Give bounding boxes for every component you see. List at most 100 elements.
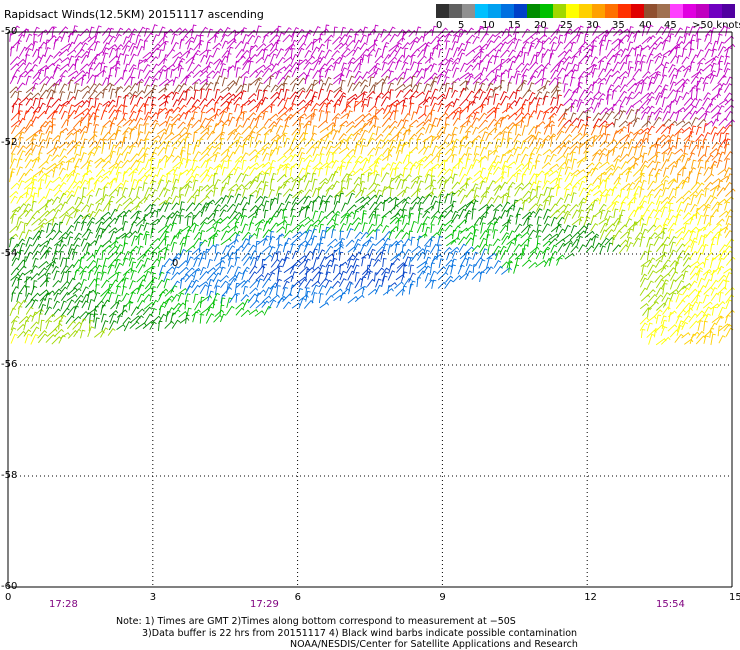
- wind-barb: [346, 41, 355, 49]
- wind-barb: [514, 147, 520, 155]
- wind-barb: [124, 202, 133, 210]
- wind-barb: [670, 112, 677, 119]
- wind-barb: [172, 203, 179, 210]
- wind-barb: [705, 280, 712, 288]
- wind-barb: [221, 239, 231, 245]
- wind-barb: [311, 236, 317, 245]
- wind-barb: [416, 27, 421, 36]
- wind-barb: [466, 50, 475, 56]
- wind-barb: [633, 92, 641, 99]
- wind-barb: [61, 308, 70, 316]
- wind-barb: [192, 160, 198, 169]
- longitude-tick-label: 6: [295, 592, 301, 603]
- wind-barb: [17, 167, 23, 176]
- wind-barb: [628, 147, 635, 156]
- wind-barb: [416, 77, 424, 85]
- wind-barb: [641, 112, 647, 120]
- wind-barb: [453, 161, 463, 168]
- wind-barb: [69, 64, 76, 71]
- wind-barb: [704, 321, 708, 331]
- wind-barb: [319, 111, 324, 122]
- wind-barb: [486, 134, 492, 141]
- wind-barb: [710, 197, 717, 204]
- wind-barb: [411, 181, 418, 189]
- wind-barb: [656, 152, 661, 163]
- wind-barb: [151, 25, 157, 35]
- wind-barb: [221, 101, 229, 107]
- wind-barb: [599, 133, 607, 141]
- wind-barb: [376, 108, 384, 114]
- wind-barb: [677, 232, 684, 239]
- wind-barb: [277, 147, 282, 155]
- wind-barb: [606, 123, 615, 129]
- wind-barb: [494, 103, 501, 112]
- wind-barb: [298, 78, 306, 86]
- wind-barb: [642, 266, 647, 275]
- wind-barb: [591, 57, 598, 65]
- wind-barb: [725, 202, 730, 211]
- wind-barb: [222, 69, 227, 77]
- wind-barb: [558, 51, 567, 57]
- wind-barb: [256, 116, 262, 127]
- wind-barb: [416, 83, 422, 92]
- wind-barb: [138, 70, 143, 79]
- wind-barb: [445, 225, 452, 231]
- wind-barb: [641, 83, 646, 93]
- wind-barb: [241, 310, 250, 316]
- wind-barb: [647, 281, 654, 289]
- wind-barb: [61, 32, 68, 42]
- wind-barb: [500, 226, 508, 234]
- wind-barb: [228, 174, 233, 183]
- wind-barb: [612, 167, 621, 176]
- wind-barb: [719, 119, 728, 126]
- wind-barb: [220, 210, 227, 217]
- wind-barb: [641, 62, 646, 72]
- wind-barb: [710, 216, 714, 226]
- wind-barb: [234, 204, 241, 212]
- wind-barb: [236, 56, 246, 63]
- wind-barb: [516, 258, 521, 268]
- wind-barb: [514, 27, 520, 35]
- wind-barb: [677, 326, 683, 336]
- wind-barb: [271, 64, 279, 72]
- wind-barb: [640, 196, 648, 205]
- wind-barb: [516, 154, 521, 162]
- wind-barb: [326, 167, 330, 176]
- wind-barb: [684, 204, 690, 213]
- wind-barb: [487, 198, 494, 205]
- wind-barb: [578, 72, 586, 80]
- wind-barb: [556, 42, 563, 50]
- wind-barb: [353, 57, 363, 64]
- wind-barb: [214, 252, 220, 261]
- wind-barb: [69, 56, 75, 65]
- wind-barb: [130, 246, 139, 253]
- wind-barb: [355, 232, 363, 239]
- wind-barb: [206, 314, 214, 324]
- wind-barb: [683, 213, 691, 220]
- wind-barb: [228, 83, 237, 91]
- wind-barb: [437, 74, 444, 84]
- wind-barb: [521, 232, 529, 238]
- wind-barb: [557, 229, 565, 238]
- wind-barb: [355, 197, 364, 203]
- wind-barb: [621, 77, 627, 85]
- wind-barb: [725, 168, 732, 177]
- wind-barb: [368, 98, 373, 108]
- wind-barb: [31, 286, 37, 295]
- wind-barb: [164, 249, 169, 259]
- wind-barb: [571, 246, 579, 252]
- wind-barb: [705, 189, 709, 198]
- wind-barb: [269, 237, 275, 246]
- wind-barb: [229, 211, 237, 219]
- wind-barb: [718, 170, 727, 175]
- wind-barb: [32, 211, 40, 217]
- wind-barb: [453, 230, 457, 239]
- wind-barb: [109, 123, 115, 133]
- wind-barb: [312, 285, 319, 295]
- wind-barb: [409, 152, 413, 163]
- wind-barb: [138, 265, 145, 273]
- wind-barb: [633, 133, 640, 140]
- wind-barb: [313, 38, 322, 44]
- wind-barb: [291, 216, 297, 226]
- wind-barb: [11, 316, 19, 323]
